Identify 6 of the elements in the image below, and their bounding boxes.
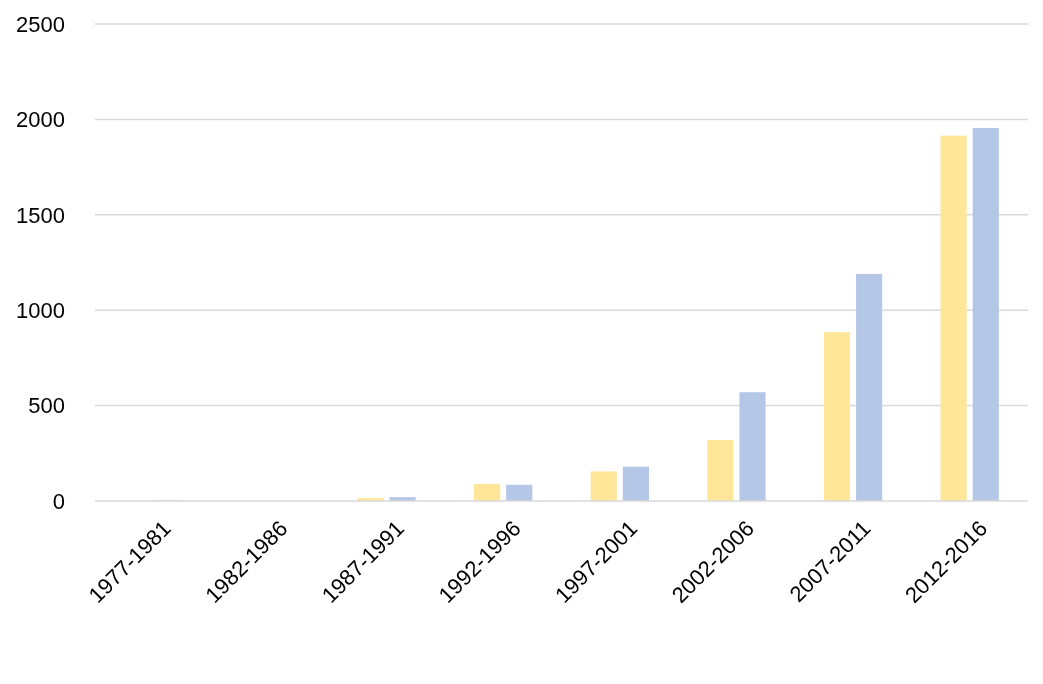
y-tick-label: 2000 (16, 107, 65, 133)
y-tick-label: 1000 (16, 297, 65, 323)
y-tick-label: 2500 (16, 11, 65, 37)
y-tick-label: 500 (28, 393, 65, 419)
y-tick-label: 0 (52, 488, 65, 514)
y-tick-label: 1500 (16, 202, 65, 228)
